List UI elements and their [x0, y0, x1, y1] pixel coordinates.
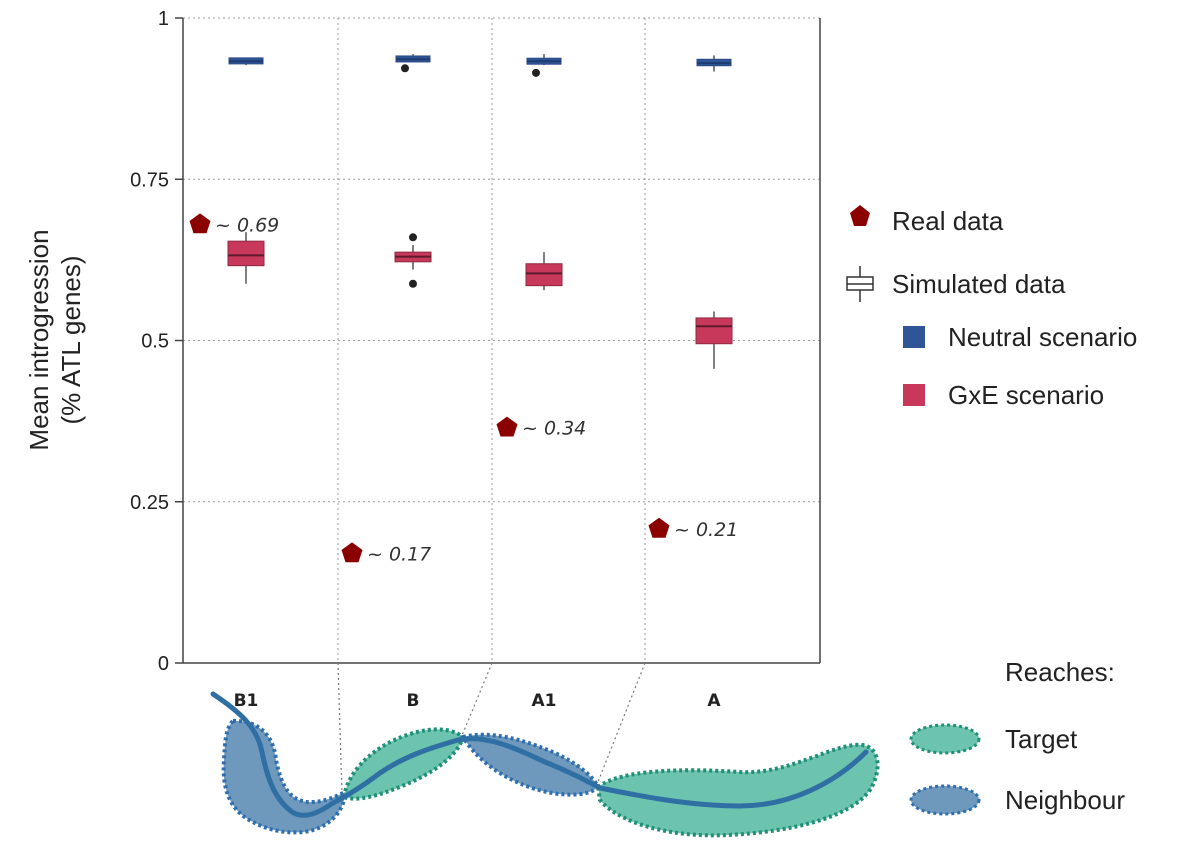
real-data-point — [341, 542, 363, 563]
reach-A-target — [595, 742, 880, 838]
legend-target-swatch — [909, 723, 981, 755]
real-data-point — [189, 213, 211, 234]
gxe-box — [227, 232, 265, 284]
simulated-data-legend-icon — [846, 266, 874, 302]
neutral-box — [228, 57, 264, 66]
y-tick-label: 1 — [158, 8, 169, 30]
y-axis-label-line2: (% ATL genes) — [56, 255, 86, 424]
y-tick-label: 0.75 — [130, 169, 169, 191]
real-data-point — [648, 517, 670, 538]
river-map — [210, 691, 880, 838]
box-outlier — [401, 64, 409, 73]
gxe-box — [525, 252, 563, 291]
legend-neighbour-swatch — [909, 784, 981, 816]
reach-connector — [460, 662, 493, 739]
y-ticks: 0 0.25 0.5 0.75 1 — [130, 8, 183, 675]
box-outlier — [409, 233, 417, 242]
legend-reaches-title: Reaches: — [1005, 657, 1115, 687]
box-outlier — [532, 68, 540, 77]
real-data-point — [496, 416, 518, 437]
real-data-label: ~ 0.69 — [215, 214, 279, 236]
real-data-points: ~ 0.69 ~ 0.17 ~ 0.34 ~ 0.21 — [189, 213, 738, 565]
real-data-legend-marker — [850, 205, 870, 226]
category-labels: B1 B A1 A — [234, 691, 722, 711]
legend-gxe-scenario: GxE scenario — [948, 380, 1104, 410]
legend-neutral-scenario: Neutral scenario — [948, 322, 1137, 352]
category-label: A1 — [532, 691, 557, 711]
legend-real-data: Real data — [892, 206, 1004, 236]
box-body — [525, 263, 563, 287]
box-body — [227, 240, 265, 267]
legend-target: Target — [1005, 724, 1078, 754]
gxe-box — [695, 311, 733, 369]
legend: Real data Simulated data Neutral scenari… — [846, 205, 1137, 816]
legend-neutral-swatch — [903, 326, 925, 348]
category-label: B — [407, 691, 420, 711]
real-data-label: ~ 0.34 — [522, 418, 586, 440]
legend-neighbour: Neighbour — [1005, 785, 1125, 815]
real-data-label: ~ 0.21 — [674, 519, 738, 541]
boxes — [227, 54, 733, 369]
category-label: B1 — [234, 691, 259, 711]
y-tick-label: 0.5 — [141, 331, 169, 353]
reach-A1-neighbour — [459, 732, 601, 797]
category-label: A — [707, 691, 721, 711]
reach-connector — [337, 662, 343, 796]
legend-gxe-swatch — [903, 384, 925, 406]
gxe-box — [394, 233, 432, 288]
neutral-box — [526, 54, 562, 77]
box-body — [695, 317, 733, 345]
y-tick-label: 0.25 — [130, 492, 169, 514]
y-tick-label: 0 — [158, 653, 169, 675]
neutral-box — [395, 54, 431, 73]
reach-connector — [595, 662, 646, 788]
river-line — [210, 691, 869, 818]
reach-connectors — [337, 662, 646, 796]
real-data-label: ~ 0.17 — [367, 543, 431, 565]
y-axis-label-line1: Mean introgression — [24, 229, 54, 450]
box-outlier — [409, 279, 417, 288]
reach-B1-neighbour — [221, 718, 355, 835]
legend-simulated-data: Simulated data — [892, 269, 1066, 299]
neutral-box — [696, 55, 732, 72]
